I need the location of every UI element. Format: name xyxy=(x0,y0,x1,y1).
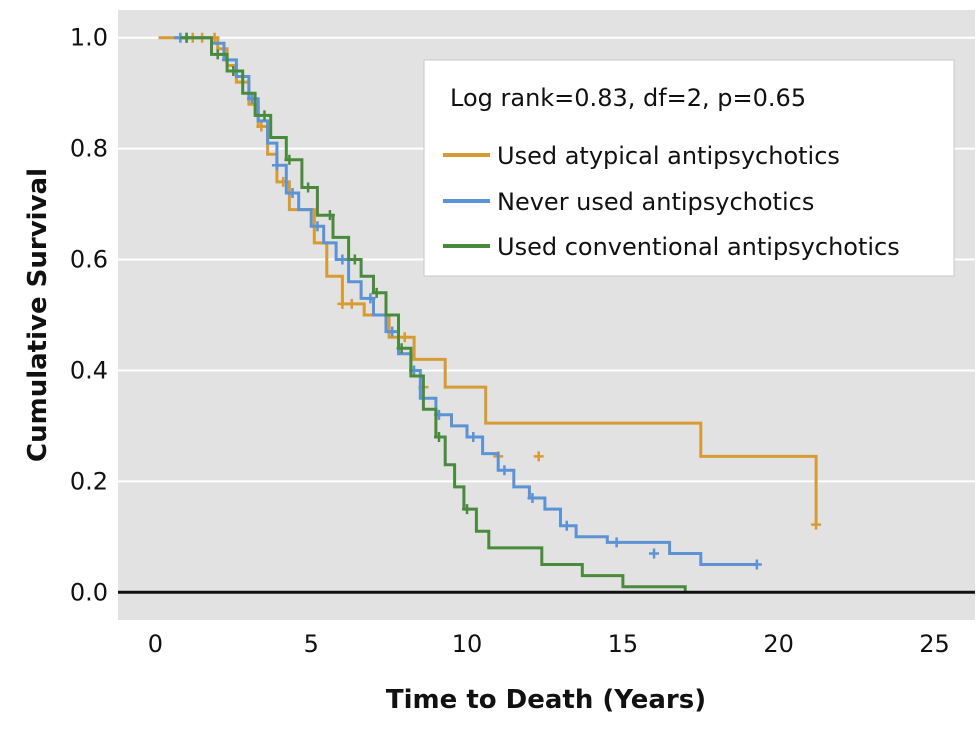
censor-mark xyxy=(346,298,357,309)
censor-mark xyxy=(284,154,295,165)
censor-mark xyxy=(256,121,267,132)
censor-mark xyxy=(649,548,660,559)
y-tick-label: 0.8 xyxy=(70,135,108,163)
censor-mark xyxy=(611,537,622,548)
survival-curves xyxy=(158,32,822,593)
censor-mark xyxy=(396,343,407,354)
x-tick-label: 20 xyxy=(763,630,794,658)
x-tick-label: 5 xyxy=(304,630,319,658)
censor-mark xyxy=(433,432,444,442)
censor-mark xyxy=(462,504,473,515)
censor-mark xyxy=(337,298,348,309)
x-tick-labels: 0 5 10 15 20 25 xyxy=(148,630,950,658)
censor-mark xyxy=(365,293,376,304)
legend: Log rank=0.83, df=2, p=0.65 Used atypica… xyxy=(423,59,955,277)
censor-mark xyxy=(271,160,282,171)
censor-mark xyxy=(312,221,323,232)
legend-label-atypical: Used atypical antipsychotics xyxy=(497,142,840,170)
y-tick-label: 1.0 xyxy=(70,24,108,52)
legend-label-never: Never used antipsychotics xyxy=(497,188,814,216)
censor-mark xyxy=(349,254,360,265)
censor-mark xyxy=(371,287,382,298)
x-tick-label: 0 xyxy=(148,630,163,658)
censor-mark xyxy=(499,465,510,476)
y-tick-label: 0.2 xyxy=(70,467,108,495)
x-tick-label: 15 xyxy=(608,630,639,658)
censor-mark xyxy=(399,332,410,343)
x-axis-title: Time to Death (Years) xyxy=(386,685,706,715)
censor-mark xyxy=(337,254,348,265)
log-rank-annotation: Log rank=0.83, df=2, p=0.65 xyxy=(450,84,806,112)
censor-mark xyxy=(303,182,314,193)
survival-curve xyxy=(158,36,818,525)
y-tick-label: 0.4 xyxy=(70,356,108,384)
y-tick-label: 0.0 xyxy=(70,578,108,606)
censor-mark xyxy=(212,49,223,60)
censor-mark xyxy=(181,32,192,43)
censor-mark xyxy=(468,432,479,442)
y-axis-title: Cumulative Survival xyxy=(23,168,53,462)
censor-mark xyxy=(561,520,572,531)
censor-mark xyxy=(228,66,239,76)
censor-mark xyxy=(259,110,270,121)
censor-mark xyxy=(811,519,822,530)
censor-mark xyxy=(751,559,762,570)
x-tick-label: 25 xyxy=(919,630,950,658)
y-tick-label: 0.6 xyxy=(70,246,108,274)
legend-label-conventional: Used conventional antipsychotics xyxy=(497,233,900,261)
censor-mark xyxy=(533,451,544,462)
censor-mark xyxy=(387,326,398,337)
x-tick-label: 10 xyxy=(452,630,483,658)
y-tick-labels: 0.0 0.2 0.4 0.6 0.8 1.0 xyxy=(70,24,108,607)
series-2 xyxy=(180,32,687,593)
censor-mark xyxy=(287,188,298,198)
censor-mark xyxy=(324,210,335,221)
legend-box xyxy=(423,59,955,277)
censor-mark xyxy=(527,493,538,503)
